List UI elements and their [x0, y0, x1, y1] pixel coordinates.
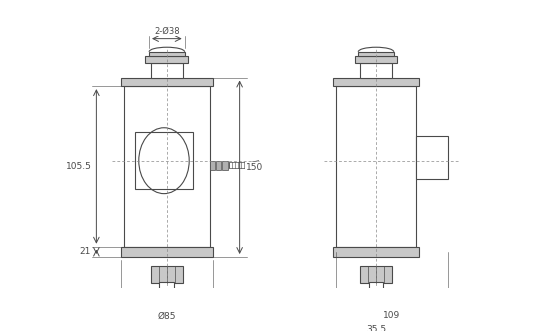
- Bar: [121, 247, 213, 257]
- Ellipse shape: [139, 128, 189, 194]
- Bar: [210, 161, 215, 170]
- Bar: [216, 161, 221, 170]
- Bar: [136, 132, 193, 189]
- Text: 105.5: 105.5: [66, 162, 92, 171]
- Bar: [333, 77, 419, 86]
- Bar: [358, 52, 394, 56]
- Bar: [360, 63, 392, 77]
- Bar: [369, 282, 383, 294]
- Bar: [151, 63, 183, 77]
- Text: 2-Ø38: 2-Ø38: [154, 27, 180, 36]
- Bar: [416, 136, 448, 179]
- Text: 109: 109: [383, 311, 400, 320]
- Text: 21: 21: [79, 247, 91, 256]
- Text: 150: 150: [246, 163, 263, 172]
- Text: 35.5: 35.5: [366, 325, 386, 331]
- Text: Ø85: Ø85: [158, 311, 176, 320]
- Bar: [145, 56, 188, 63]
- Bar: [124, 86, 210, 247]
- Bar: [222, 161, 227, 170]
- Bar: [149, 52, 185, 56]
- Bar: [159, 282, 174, 294]
- Bar: [151, 265, 183, 283]
- Bar: [360, 265, 392, 283]
- Bar: [230, 162, 248, 168]
- Bar: [336, 86, 416, 247]
- Bar: [355, 56, 397, 63]
- Bar: [121, 77, 213, 86]
- Bar: [333, 247, 419, 257]
